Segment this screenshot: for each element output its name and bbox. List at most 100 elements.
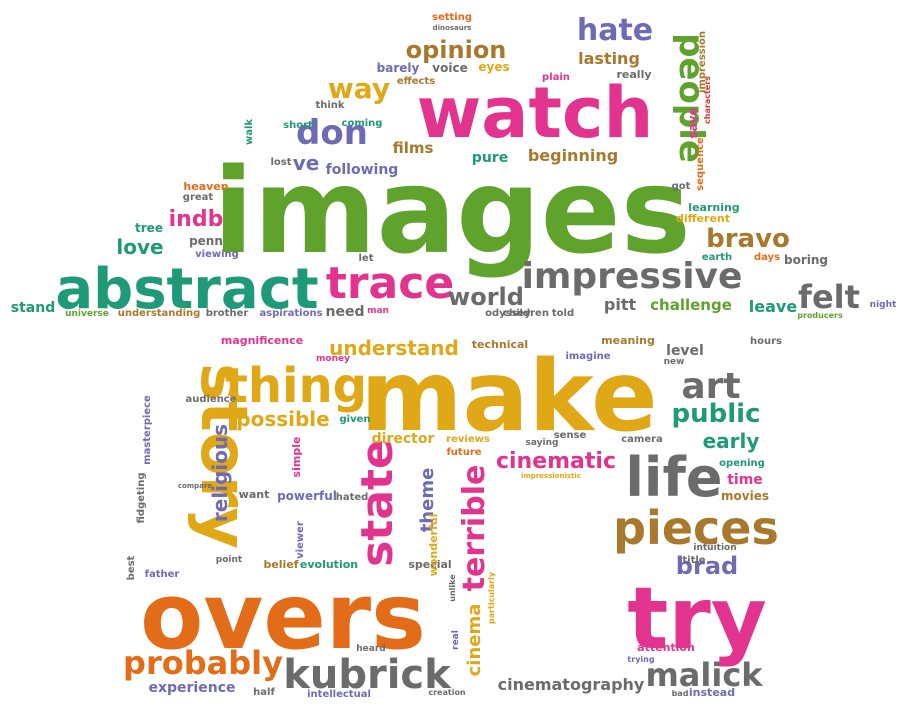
word-save: save [686, 107, 700, 138]
word-time: time [727, 472, 763, 488]
word-kubrick: kubrick [283, 652, 452, 698]
word-best: best [126, 555, 137, 580]
word-saying: saying [526, 438, 559, 448]
word-want: want [239, 488, 270, 501]
word-simple: simple [290, 437, 303, 478]
word-leave: leave [749, 297, 798, 316]
word-told: told [552, 308, 574, 319]
word-felt: felt [798, 278, 860, 316]
word-world: world [448, 283, 524, 311]
word-intellectual: intellectual [307, 689, 371, 700]
word-try: try [627, 569, 767, 669]
word-pure: pure [472, 150, 508, 166]
word-attention: attention [637, 641, 695, 654]
word-impressionistic: impressionistic [521, 472, 581, 480]
word-possible: possible [236, 407, 329, 431]
word-brad: brad [676, 552, 738, 580]
word-imagine: imagine [565, 351, 610, 362]
word-wonderful: wonderful [427, 514, 440, 577]
word-stand: stand [11, 300, 55, 316]
word-bravo: bravo [706, 224, 790, 254]
word-indb: indb [169, 207, 224, 232]
word-instead: instead [689, 686, 735, 699]
word-pieces: pieces [613, 501, 779, 555]
word-hated: hated [336, 492, 369, 503]
word-films: films [393, 139, 434, 157]
word-lasting: lasting [578, 49, 640, 68]
word-brother: brother [206, 308, 249, 319]
word-public: public [672, 399, 761, 429]
word-technical: technical [472, 338, 528, 351]
word-setting: setting [432, 12, 472, 23]
word-love: love [116, 235, 163, 259]
word-religious: religious [208, 424, 232, 522]
word-opening: opening [719, 458, 765, 469]
word-really: really [616, 68, 651, 81]
word-magnificence: magnificence [221, 334, 303, 347]
word-characters: characters [703, 76, 712, 124]
word-people: people [671, 33, 711, 163]
word-particularly: particularly [487, 571, 496, 624]
word-viewer: viewer [295, 521, 306, 559]
word-way: way [328, 72, 390, 105]
word-audience: audience [185, 394, 236, 405]
word-boring: boring [784, 253, 828, 267]
word-got: got [672, 181, 691, 192]
word-man: man [367, 306, 389, 316]
word-coming: coming [342, 118, 383, 129]
word-movies: movies [721, 489, 769, 503]
word-walk: walk [244, 119, 255, 145]
word-make: make [360, 340, 657, 454]
word-abstract: abstract [55, 257, 318, 322]
word-hours: hours [750, 336, 782, 347]
word-terrible: terrible [457, 465, 492, 592]
word-intuition: intuition [693, 543, 736, 553]
word-hate: hate [577, 13, 653, 48]
word-belief: belief [263, 558, 298, 571]
word-heaven: heaven [183, 180, 228, 193]
word-meaning: meaning [601, 334, 655, 347]
word-need: need [326, 304, 365, 320]
word-new: new [664, 357, 685, 367]
word-early: early [703, 429, 760, 453]
word-following: following [326, 162, 399, 178]
word-compare: compare [178, 482, 212, 490]
word-impressive: impressive [522, 256, 743, 297]
word-ve: ve [293, 151, 320, 175]
word-point: point [216, 555, 243, 565]
word-short: short [283, 120, 313, 131]
word-pitt: pitt [604, 295, 637, 314]
word-theme: theme [417, 468, 438, 533]
word-probably: probably [123, 644, 283, 682]
word-state: state [352, 439, 403, 567]
word-understanding: understanding [118, 308, 201, 319]
word-children: children [503, 308, 549, 319]
word-voice: voice [432, 61, 467, 75]
word-viewing: viewing [195, 249, 239, 260]
word-plain: plain [542, 72, 570, 83]
word-universe: universe [65, 309, 109, 319]
word-eyes: eyes [478, 60, 509, 74]
word-special: special [408, 558, 451, 571]
word-story: story [186, 363, 260, 549]
word-let: let [359, 253, 374, 264]
word-evolution: evolution [300, 558, 358, 571]
word-creation: creation [428, 688, 466, 697]
word-producers: producers [797, 311, 843, 320]
word-experience: experience [148, 680, 235, 696]
word-penn: penn [189, 234, 223, 248]
word-reviews: reviews [446, 434, 490, 445]
word-watch: watch [417, 72, 654, 154]
word-thing: thing [225, 358, 367, 414]
word-future: future [446, 447, 481, 458]
word-overs: overs [140, 563, 426, 670]
word-masterpiece: masterpiece [142, 395, 153, 465]
word-different: different [676, 212, 730, 225]
word-days: days [754, 252, 780, 263]
word-director: director [372, 431, 435, 447]
word-fidgeting: fidgeting [136, 473, 147, 524]
word-trying: trying [627, 655, 654, 664]
word-dinosaurs: dinosaurs [433, 24, 472, 32]
word-sequence: sequence [695, 137, 706, 191]
